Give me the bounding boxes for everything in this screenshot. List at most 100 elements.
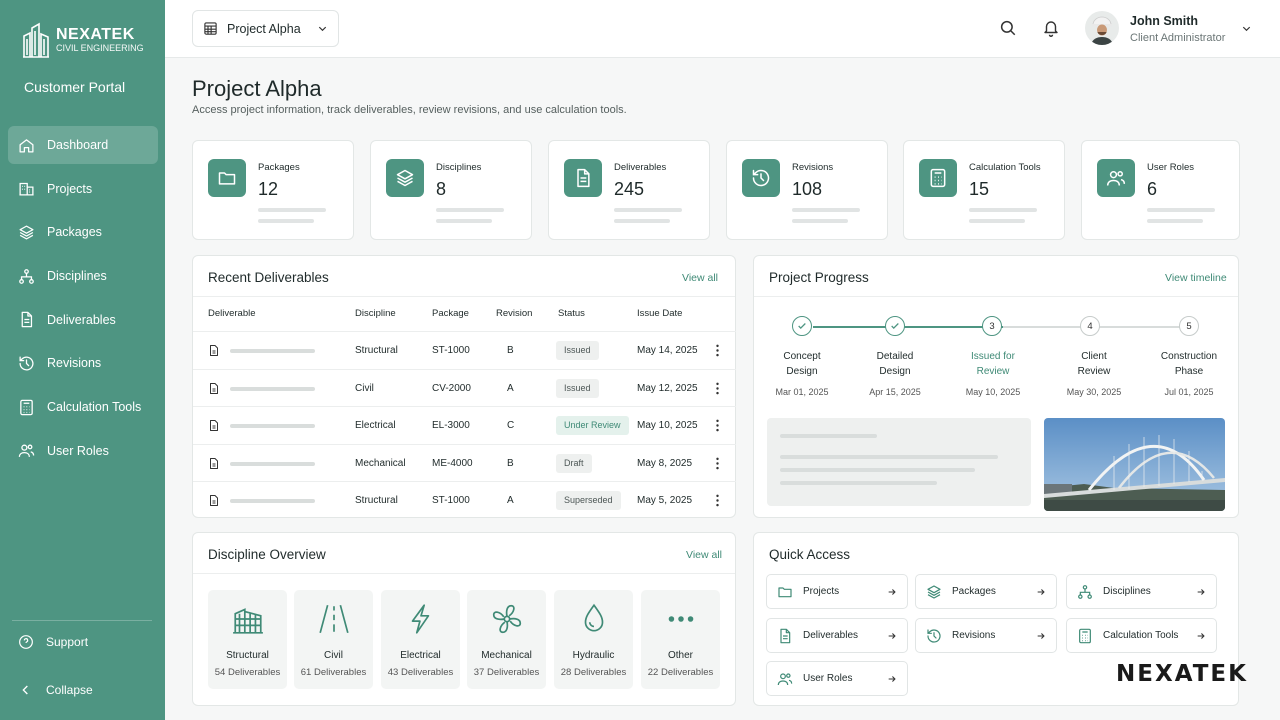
quick-access-projects[interactable]: Projects — [766, 574, 908, 609]
page-subtitle: Access project information, track delive… — [192, 104, 627, 116]
arrow-right-icon — [1196, 587, 1206, 597]
stat-card-calculation-tools[interactable]: Calculation Tools 15 — [903, 140, 1065, 240]
more-vertical-icon[interactable] — [715, 494, 720, 507]
table-row[interactable]: Civil CV-2000 A Issued May 12, 2025 — [193, 368, 736, 407]
stat-card-disciplines[interactable]: Disciplines 8 — [370, 140, 532, 240]
discipline-tile-civil[interactable]: Civil 61 Deliverables — [294, 590, 373, 689]
card-title: Project Progress — [769, 270, 869, 285]
view-timeline-link[interactable]: View timeline — [1165, 272, 1227, 284]
stat-value: 245 — [614, 179, 645, 199]
arrow-right-icon — [1036, 587, 1046, 597]
placeholder-bar — [230, 349, 315, 353]
sidebar-item-projects[interactable]: Projects — [8, 170, 158, 208]
discipline-tile-structural[interactable]: Structural 54 Deliverables — [208, 590, 287, 689]
stat-label: Disciplines — [436, 162, 482, 173]
quick-access-user-roles[interactable]: User Roles — [766, 661, 908, 696]
stat-value: 108 — [792, 179, 823, 199]
quick-access-disciplines[interactable]: Disciplines — [1066, 574, 1217, 609]
file-icon — [208, 457, 220, 470]
structure-icon — [208, 602, 287, 636]
discipline-tile-mechanical[interactable]: Mechanical 37 Deliverables — [467, 590, 546, 689]
arrow-right-icon — [887, 631, 897, 641]
more-icon — [641, 602, 720, 636]
discipline-tile-electrical[interactable]: Electrical 43 Deliverables — [381, 590, 460, 689]
status-badge: Superseded — [556, 491, 621, 510]
sidebar: NEXATEK CIVIL ENGINEERING Customer Porta… — [0, 0, 165, 720]
cell-package: EL-3000 — [432, 420, 470, 431]
stat-card-deliverables[interactable]: Deliverables 245 — [548, 140, 710, 240]
users-icon — [1097, 159, 1135, 197]
page-title: Project Alpha — [192, 76, 322, 101]
placeholder-bar — [780, 434, 877, 438]
table-row[interactable]: Electrical EL-3000 C Under Review May 10… — [193, 406, 736, 444]
placeholder-bar — [780, 455, 998, 459]
table-row[interactable]: Mechanical ME-4000 B Draft May 8, 2025 — [193, 443, 736, 482]
avatar[interactable] — [1085, 11, 1119, 45]
cell-date: May 5, 2025 — [637, 495, 693, 506]
sidebar-item-packages[interactable]: Packages — [8, 213, 158, 251]
step-date: Jul 01, 2025 — [1164, 387, 1214, 397]
file-icon — [208, 419, 220, 432]
placeholder-bar — [436, 208, 504, 212]
stat-card-user-roles[interactable]: User Roles 6 — [1081, 140, 1240, 240]
stat-card-revisions[interactable]: Revisions 108 — [726, 140, 888, 240]
view-all-link[interactable]: View all — [686, 549, 722, 561]
quick-access-revisions[interactable]: Revisions — [915, 618, 1057, 653]
discipline-overview-card: Discipline Overview View all Structural … — [192, 532, 736, 706]
discipline-name: Structural — [226, 650, 269, 661]
column-header: Deliverable — [208, 308, 256, 319]
collapse-button[interactable]: Collapse — [18, 682, 93, 698]
more-vertical-icon[interactable] — [715, 457, 720, 470]
placeholder-bar — [792, 208, 860, 212]
calculator-icon — [919, 159, 957, 197]
bell-icon[interactable] — [1042, 19, 1060, 37]
chevron-down-icon[interactable] — [1241, 23, 1252, 34]
search-icon[interactable] — [999, 19, 1017, 37]
buildings-icon — [18, 180, 35, 197]
discipline-count: 54 Deliverables — [214, 667, 281, 678]
road-icon — [294, 602, 373, 636]
sidebar-item-deliverables[interactable]: Deliverables — [8, 301, 158, 339]
view-all-link[interactable]: View all — [682, 272, 718, 284]
discipline-name: Other — [667, 650, 693, 661]
brand-watermark: NEXATEK — [1116, 661, 1248, 687]
cell-revision: B — [507, 457, 514, 469]
quick-access-calculation-tools[interactable]: Calculation Tools — [1066, 618, 1217, 653]
more-vertical-icon[interactable] — [715, 344, 720, 357]
placeholder-bar — [258, 208, 326, 212]
file-icon — [208, 344, 220, 357]
discipline-tile-hydraulic[interactable]: Hydraulic 28 Deliverables — [554, 590, 633, 689]
quick-access-packages[interactable]: Packages — [915, 574, 1057, 609]
history-icon — [926, 628, 942, 644]
discipline-tile-other[interactable]: Other 22 Deliverables — [641, 590, 720, 689]
sidebar-item-disciplines[interactable]: Disciplines — [8, 257, 158, 295]
sidebar-item-calculation-tools[interactable]: Calculation Tools — [8, 388, 158, 426]
project-selector[interactable]: Project Alpha — [192, 10, 339, 47]
step-date: May 30, 2025 — [1066, 387, 1122, 397]
user-name: John Smith — [1130, 14, 1199, 28]
more-vertical-icon[interactable] — [715, 419, 720, 432]
sidebar-item-label: User Roles — [47, 443, 109, 458]
table-row[interactable]: Structural ST-1000 A Superseded May 5, 2… — [193, 481, 736, 519]
support-button[interactable]: Support — [18, 634, 88, 650]
sidebar-item-revisions[interactable]: Revisions — [8, 344, 158, 382]
step-label: Review — [1077, 366, 1111, 377]
quick-access-deliverables[interactable]: Deliverables — [766, 618, 908, 653]
project-selector-label: Project Alpha — [227, 21, 301, 36]
step-complete-check — [792, 316, 812, 336]
table-row[interactable]: Structural ST-1000 B Issued May 14, 2025 — [193, 331, 736, 369]
sidebar-item-dashboard[interactable]: Dashboard — [8, 126, 158, 164]
more-vertical-icon[interactable] — [715, 382, 720, 395]
brand-logo[interactable]: NEXATEK CIVIL ENGINEERING — [22, 22, 144, 58]
divider — [193, 573, 735, 574]
text-placeholder-block — [767, 418, 1031, 506]
step-label: Concept — [783, 351, 821, 362]
step-label: Design — [786, 366, 818, 377]
stat-card-packages[interactable]: Packages 12 — [192, 140, 354, 240]
sidebar-item-label: Packages — [47, 225, 102, 240]
step-label: Review — [976, 366, 1010, 377]
sidebar-item-user-roles[interactable]: User Roles — [8, 432, 158, 470]
hierarchy-icon — [18, 268, 35, 285]
cell-revision: C — [507, 420, 515, 431]
home-icon — [18, 137, 35, 154]
